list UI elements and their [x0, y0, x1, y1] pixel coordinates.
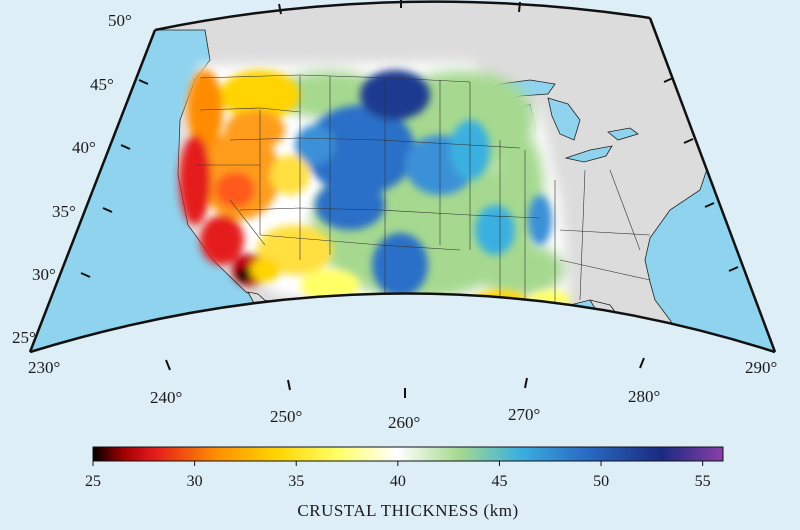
frame-right-edge [648, 17, 777, 353]
frame-left-edge [28, 29, 157, 353]
lon-label-230: 230° [28, 358, 60, 377]
state-borders [195, 74, 651, 321]
colorbar-tick-label-25: 25 [85, 473, 101, 490]
land-layer [154, 1, 711, 352]
lake-huron [547, 97, 581, 141]
colorbar-tick-label-55: 55 [695, 473, 711, 490]
colorbar-tick-label-45: 45 [491, 473, 507, 490]
lake-erie [564, 145, 613, 163]
lake-ontario [607, 127, 639, 141]
colorbar-title: CRUSTAL THICKNESS (km) [297, 501, 518, 520]
lon-label-240: 240° [150, 388, 182, 407]
colorbar-tick-label-40: 40 [390, 473, 406, 490]
lon-label-290: 290° [745, 358, 777, 377]
latitude-labels: 50° 45° 40° 35° 30° 25° [12, 11, 132, 347]
lon-label-250: 250° [270, 407, 302, 426]
lon-label-260: 260° [388, 413, 420, 432]
lat-label-35: 35° [52, 202, 76, 221]
lat-label-45: 45° [90, 75, 114, 94]
colorbar-ticks: 25 30 35 40 45 50 55 [85, 461, 711, 490]
lon-label-280: 280° [628, 387, 660, 406]
colorbar-bar [92, 446, 724, 462]
lon-label-270: 270° [508, 405, 540, 424]
lat-label-30: 30° [32, 265, 56, 284]
map-frame [28, 0, 777, 398]
longitude-labels: 230° 240° 250° 260° 270° 280° 290° [28, 358, 777, 432]
lat-label-50: 50° [108, 11, 132, 30]
colorbar-tick-label-30: 30 [187, 473, 203, 490]
frame-bottom-arc [29, 292, 776, 354]
frame-ticks [80, 0, 739, 398]
colorbar-tick-label-50: 50 [593, 473, 609, 490]
lat-label-40: 40° [72, 138, 96, 157]
colorbar-tick-label-35: 35 [288, 473, 304, 490]
colorbar: 25 30 35 40 45 50 55 CRUSTAL THICKNESS (km) [85, 446, 724, 520]
land-mexico [281, 299, 461, 352]
lat-label-25: 25° [12, 328, 36, 347]
crustal-thickness-field [179, 62, 570, 352]
land-baja [247, 291, 309, 352]
